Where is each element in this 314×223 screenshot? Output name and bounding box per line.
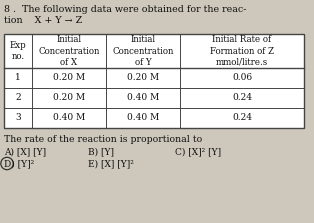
Text: 0.40 M: 0.40 M	[127, 93, 159, 103]
Text: 2: 2	[15, 93, 21, 103]
Text: The rate of the reaction is proportional to: The rate of the reaction is proportional…	[4, 135, 202, 144]
Text: Initial
Concentration
of Y: Initial Concentration of Y	[112, 35, 174, 67]
Text: 0.40 M: 0.40 M	[53, 114, 85, 122]
Text: 0.24: 0.24	[232, 114, 252, 122]
Text: B) [Y]: B) [Y]	[88, 147, 114, 156]
Text: Initial
Concentration
of X: Initial Concentration of X	[38, 35, 100, 67]
Text: 1: 1	[15, 74, 21, 83]
Text: 0.24: 0.24	[232, 93, 252, 103]
Text: 3: 3	[15, 114, 21, 122]
Text: Initial Rate of
Formation of Z
mmol/litre.s: Initial Rate of Formation of Z mmol/litr…	[210, 35, 274, 67]
Text: 8 .  The following data were obtained for the reac-: 8 . The following data were obtained for…	[4, 5, 246, 14]
Text: 0.06: 0.06	[232, 74, 252, 83]
Text: D) [Y]²: D) [Y]²	[4, 159, 34, 168]
Text: 0.20 M: 0.20 M	[127, 74, 159, 83]
Text: C) [X]² [Y]: C) [X]² [Y]	[175, 147, 221, 156]
Text: tion    X + Y → Z: tion X + Y → Z	[4, 16, 82, 25]
Text: Exp
no.: Exp no.	[10, 41, 26, 61]
Text: A) [X] [Y]: A) [X] [Y]	[4, 147, 46, 156]
Bar	[4, 34, 304, 128]
Text: 0.20 M: 0.20 M	[53, 93, 85, 103]
Text: E) [X] [Y]²: E) [X] [Y]²	[88, 159, 134, 168]
Bar	[4, 34, 304, 128]
Text: 0.20 M: 0.20 M	[53, 74, 85, 83]
Text: 0.40 M: 0.40 M	[127, 114, 159, 122]
